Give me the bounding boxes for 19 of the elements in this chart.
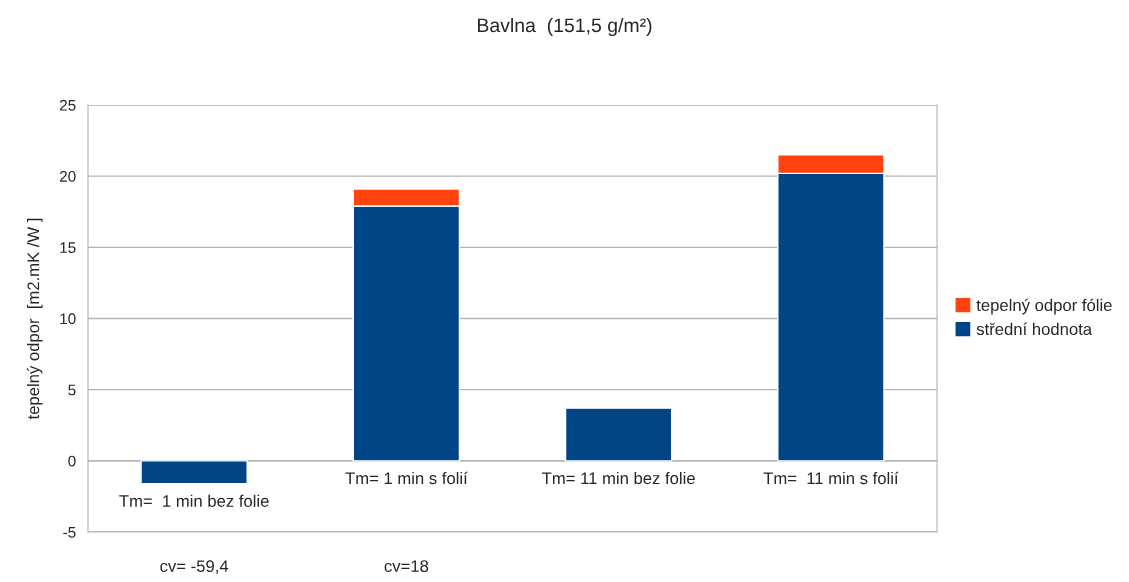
y-axis-title: tepelný odpor [m2.mK /W ] xyxy=(26,218,43,420)
text: cv= -59,4 xyxy=(160,560,229,574)
legend-label: tepelný odpor fólie xyxy=(976,298,1112,315)
bar xyxy=(564,407,673,462)
x-tick-label: Tm= 11 min s folií xyxy=(763,471,899,485)
y-tick-label: 5 xyxy=(68,384,76,396)
y-tick-label: 15 xyxy=(60,242,76,254)
bar xyxy=(140,460,248,485)
y-tick-label: -5 xyxy=(63,527,76,538)
x-tick-label: Tm= 1 min bez folie xyxy=(119,494,269,507)
y-tick-label: 0 xyxy=(68,455,76,467)
y-tick-label: 10 xyxy=(60,313,76,325)
legend-label: střední hodnota xyxy=(976,322,1093,336)
y-tick-label: 25 xyxy=(59,99,76,111)
y-tick-label: 20 xyxy=(59,171,76,182)
x-tick-label: Tm= 1 min s folií xyxy=(345,471,468,485)
chart-title: Bavlna (151,5 g/m²) xyxy=(478,17,652,37)
x-tick-label: Tm= 11 min bez folie xyxy=(542,471,695,485)
text: cv=18 xyxy=(384,560,429,573)
